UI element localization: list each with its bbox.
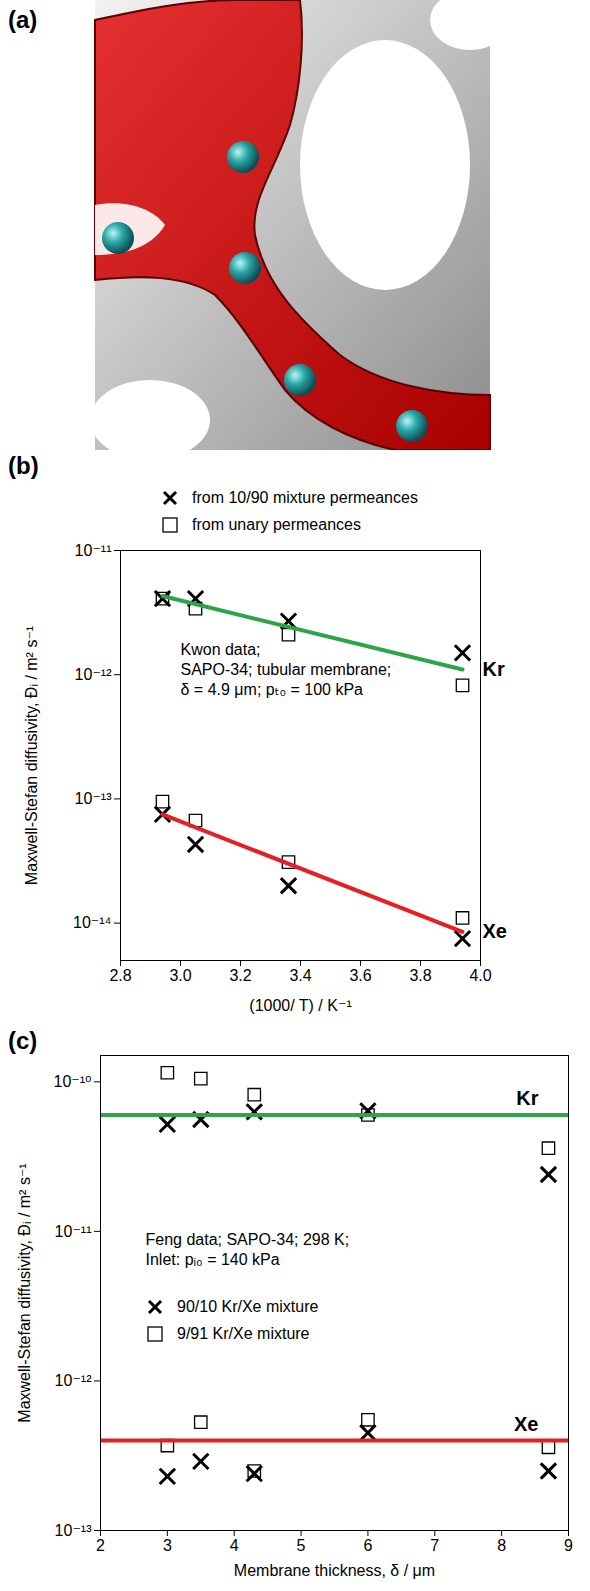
svg-text:Xe: Xe bbox=[483, 920, 507, 942]
svg-text:Kwon data;SAPO-34; tubular mem: Kwon data;SAPO-34; tubular membrane;δ = … bbox=[181, 641, 392, 698]
svg-text:4.0: 4.0 bbox=[469, 967, 491, 984]
svg-text:10⁻¹³: 10⁻¹³ bbox=[55, 1522, 93, 1539]
svg-text:3.4: 3.4 bbox=[289, 967, 311, 984]
html-text:from unary permeances: from unary permeances bbox=[192, 515, 361, 533]
html-text:9/91 Kr/Xe mixture: 9/91 Kr/Xe mixture bbox=[177, 1324, 310, 1342]
svg-text:8: 8 bbox=[497, 1537, 506, 1554]
svg-text:(1000/ T) / K⁻¹: (1000/ T) / K⁻¹ bbox=[249, 997, 351, 1014]
svg-text:Maxwell-Stefan diffusivity, Đᵢ: Maxwell-Stefan diffusivity, Đᵢ / m² s⁻¹ bbox=[16, 1163, 33, 1422]
svg-text:3.8: 3.8 bbox=[409, 967, 431, 984]
svg-text:10⁻¹⁴: 10⁻¹⁴ bbox=[73, 914, 112, 931]
svg-text:Maxwell-Stefan diffusivity, Đᵢ: Maxwell-Stefan diffusivity, Đᵢ / m² s⁻¹ bbox=[23, 626, 40, 885]
svg-text:7: 7 bbox=[430, 1537, 439, 1554]
svg-text:3.0: 3.0 bbox=[169, 967, 191, 984]
html-text:90/10 Kr/Xe mixture: 90/10 Kr/Xe mixture bbox=[177, 1297, 319, 1315]
svg-text:10⁻¹¹: 10⁻¹¹ bbox=[75, 542, 112, 559]
html-text:from 10/90 mixture permeances: from 10/90 mixture permeances bbox=[192, 488, 418, 506]
svg-text:10⁻¹²: 10⁻¹² bbox=[75, 666, 113, 683]
svg-text:4: 4 bbox=[230, 1537, 239, 1554]
html-text:(a): (a) bbox=[8, 6, 38, 33]
svg-text:5: 5 bbox=[297, 1537, 306, 1554]
html-text:(b): (b) bbox=[8, 452, 39, 479]
svg-text:9: 9 bbox=[564, 1537, 573, 1554]
svg-text:10⁻¹³: 10⁻¹³ bbox=[75, 790, 113, 807]
svg-text:10⁻¹⁰: 10⁻¹⁰ bbox=[54, 1073, 92, 1090]
svg-text:6: 6 bbox=[363, 1537, 372, 1554]
svg-text:Membrane thickness, δ / μm: Membrane thickness, δ / μm bbox=[234, 1562, 435, 1579]
svg-text:3.6: 3.6 bbox=[349, 967, 371, 984]
svg-text:10⁻¹²: 10⁻¹² bbox=[55, 1372, 93, 1389]
svg-text:3.2: 3.2 bbox=[229, 967, 251, 984]
svg-text:Feng data; SAPO-34; 298 K;Inle: Feng data; SAPO-34; 298 K;Inlet: pᵢ₀ = 1… bbox=[146, 1231, 350, 1268]
html-text:(c): (c) bbox=[8, 1027, 38, 1054]
svg-text:2: 2 bbox=[96, 1537, 105, 1554]
svg-text:Kr: Kr bbox=[516, 1087, 538, 1109]
svg-text:Xe: Xe bbox=[514, 1413, 538, 1435]
svg-text:Kr: Kr bbox=[483, 658, 505, 680]
svg-text:10⁻¹¹: 10⁻¹¹ bbox=[55, 1223, 92, 1240]
svg-text:3: 3 bbox=[163, 1537, 172, 1554]
svg-text:2.8: 2.8 bbox=[109, 967, 131, 984]
